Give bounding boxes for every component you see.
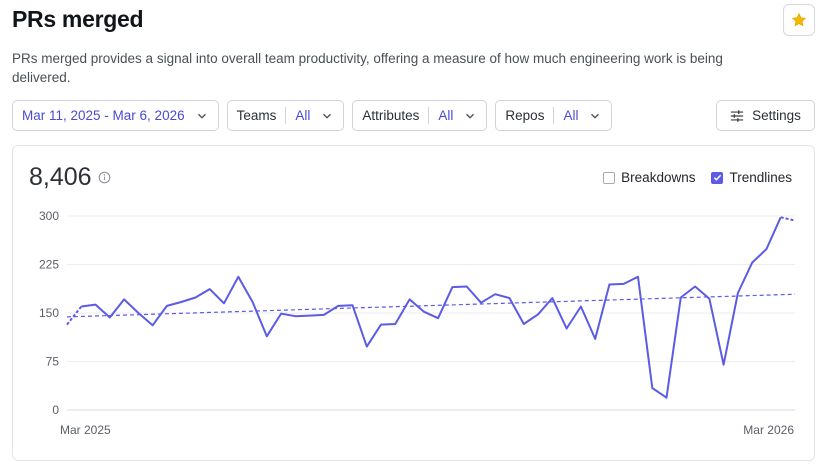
trendlines-label: Trendlines xyxy=(729,170,792,185)
repos-filter-dropdown[interactable]: Repos All xyxy=(495,100,613,131)
date-range-dropdown[interactable]: Mar 11, 2025 - Mar 6, 2026 xyxy=(12,100,219,131)
teams-filter-value: All xyxy=(295,108,311,123)
y-tick-label: 150 xyxy=(39,306,59,320)
trendline xyxy=(66,293,796,318)
breakdowns-toggle[interactable]: Breakdowns xyxy=(603,170,695,185)
x-tick-label: Mar 2025 xyxy=(60,423,111,437)
teams-filter-label: Teams xyxy=(236,108,277,123)
divider xyxy=(428,107,430,124)
settings-button[interactable]: Settings xyxy=(716,100,815,131)
chevron-down-icon xyxy=(323,113,332,119)
date-range-value: Mar 11, 2025 - Mar 6, 2026 xyxy=(22,108,185,123)
favorite-button[interactable] xyxy=(783,4,815,36)
chart-card: 8,406 Breakdowns Trendlines 0 75 150 225 300… xyxy=(12,145,815,461)
series-partial-start xyxy=(66,305,83,326)
trendlines-checkbox[interactable] xyxy=(711,171,724,184)
chevron-down-icon xyxy=(591,113,600,119)
attributes-filter-label: Attributes xyxy=(362,108,420,123)
trendlines-toggle[interactable]: Trendlines xyxy=(711,170,792,185)
chevron-down-icon xyxy=(466,113,475,119)
divider xyxy=(285,107,287,124)
check-icon xyxy=(713,174,722,181)
teams-filter-dropdown[interactable]: Teams All xyxy=(226,100,345,131)
sliders-icon xyxy=(730,109,744,122)
star-icon xyxy=(791,12,807,27)
chart-legend: Breakdowns Trendlines xyxy=(603,170,792,185)
repos-filter-label: Repos xyxy=(505,108,545,123)
chevron-down-icon xyxy=(197,113,206,119)
y-tick-label: 300 xyxy=(39,209,59,223)
page-description: PRs merged provides a signal into overal… xyxy=(12,51,723,85)
y-tick-label: 0 xyxy=(52,403,59,417)
attributes-filter-dropdown[interactable]: Attributes All xyxy=(352,100,488,131)
breakdowns-label: Breakdowns xyxy=(621,170,696,185)
x-tick-label: Mar 2026 xyxy=(743,423,794,437)
attributes-filter-value: All xyxy=(438,108,454,123)
breakdowns-checkbox[interactable] xyxy=(603,171,616,184)
page-title: PRs merged xyxy=(12,6,144,32)
series-partial-end xyxy=(780,216,796,222)
info-icon[interactable] xyxy=(98,171,111,184)
y-tick-label: 225 xyxy=(39,258,59,272)
filter-bar: Mar 11, 2025 - Mar 6, 2026 Teams All Att… xyxy=(12,100,613,131)
repos-filter-value: All xyxy=(563,108,579,123)
divider xyxy=(553,107,555,124)
y-tick-label: 75 xyxy=(46,355,60,369)
total-prs-value: 8,406 xyxy=(29,163,111,192)
prs-merged-line-chart: 0 75 150 225 300 Mar 2025 Mar 2026 xyxy=(39,209,796,437)
settings-label: Settings xyxy=(752,108,801,123)
total-value: 8,406 xyxy=(29,163,92,191)
series-line xyxy=(81,216,782,399)
